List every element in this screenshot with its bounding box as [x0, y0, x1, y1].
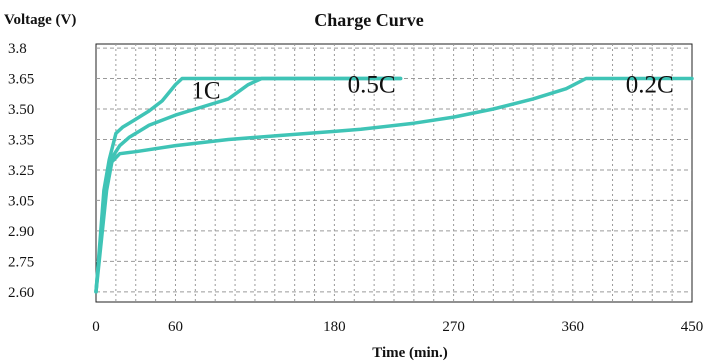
y-axis-label: Voltage (V) [4, 12, 76, 28]
x-tick-label: 450 [681, 319, 704, 335]
y-tick-label: 2.90 [8, 224, 34, 240]
x-axis-label: Time (min.) [372, 345, 448, 361]
axis-ticks: 3.8 3.65 3.50 3.35 3.25 3.05 2.90 2.75 2.60 0 60 18… [8, 41, 703, 335]
series-labels: 1C 0.5C 0.2C [191, 72, 673, 105]
series-layer [94, 76, 694, 294]
grid-lines [96, 44, 692, 302]
y-tick-label: 3.25 [8, 163, 34, 179]
y-tick-label: 3.50 [8, 102, 34, 118]
x-tick-label: 270 [442, 319, 465, 335]
y-tick-label: 3.65 [8, 72, 34, 88]
chart-title: Charge Curve [314, 10, 423, 30]
y-tick-label: 3.8 [8, 41, 27, 57]
x-tick-label: 60 [168, 319, 183, 335]
y-tick-label: 3.05 [8, 193, 34, 209]
x-tick-label: 360 [562, 319, 585, 335]
series-line-0-2c [94, 76, 694, 294]
series-label: 0.5C [348, 72, 396, 99]
series-line-0-5c [94, 76, 403, 294]
x-tick-label: 0 [92, 319, 100, 335]
x-tick-label: 180 [323, 319, 346, 335]
series-label: 0.2C [626, 72, 674, 99]
y-tick-label: 2.75 [8, 254, 34, 270]
series-label: 1C [191, 78, 220, 105]
y-tick-label: 2.60 [8, 285, 34, 301]
y-tick-label: 3.35 [8, 132, 34, 148]
